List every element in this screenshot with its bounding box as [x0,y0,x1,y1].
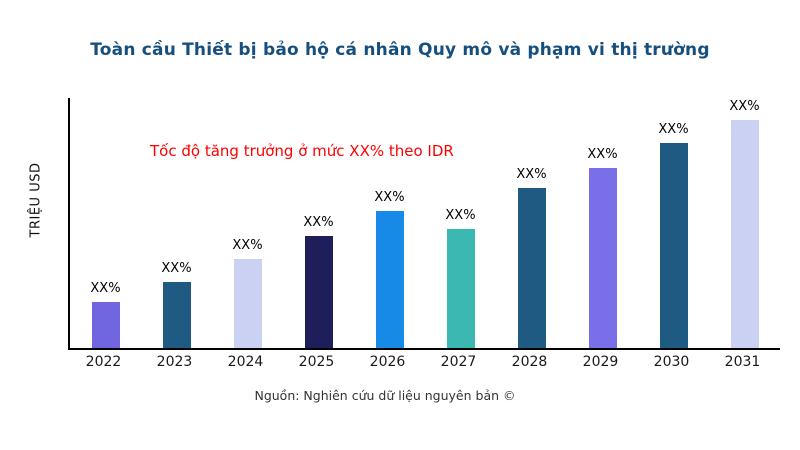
bar-2028 [517,188,546,348]
bar-2023 [162,281,191,348]
x-tick-2028: 2028 [511,354,548,370]
source-text: Nguồn: Nghiên cứu dữ liệu nguyên bản © [254,388,516,403]
bar-value-label: XX% [516,167,547,183]
bar-value-label: XX% [90,281,121,297]
bar-column-2022: XX% [70,98,141,348]
bar-value-label: XX% [303,215,334,231]
bar-value-label: XX% [729,99,760,114]
bar-column-2029: XX% [567,98,638,348]
bar-value-label: XX% [658,121,689,137]
x-tick-2031: 2031 [724,354,761,370]
bar-2024 [233,259,262,348]
plot-area: Tốc độ tăng trưởng ở mức XX% theo IDR XX… [68,98,780,350]
x-tick-2030: 2030 [653,354,690,370]
bar-column-2025: XX% [283,98,354,348]
bar-column-2023: XX% [141,98,212,348]
bars-container: XX% XX% XX% XX% XX% XX% XX% XX% XX% XX% [70,98,780,348]
growth-annotation: Tốc độ tăng trưởng ở mức XX% theo IDR [150,142,454,160]
bar-2031 [730,120,759,348]
bar-2027 [446,229,475,348]
x-tick-2022: 2022 [85,354,122,370]
bar-2029 [588,167,617,348]
bar-column-2031: XX% [709,98,780,348]
x-axis-labels: 2022 2023 2024 2025 2026 2027 2028 2029 2030 2031 [68,354,778,370]
bar-value-label: XX% [587,146,618,162]
x-tick-2023: 2023 [156,354,193,370]
bar-value-label: XX% [161,260,192,276]
bar-column-2028: XX% [496,98,567,348]
bar-2030 [659,142,688,348]
x-tick-2029: 2029 [582,354,619,370]
x-tick-2025: 2025 [298,354,335,370]
bar-value-label: XX% [374,190,405,206]
x-tick-2024: 2024 [227,354,264,370]
bar-column-2026: XX% [354,98,425,348]
x-tick-2026: 2026 [369,354,406,370]
bar-column-2027: XX% [425,98,496,348]
bar-2022 [91,302,120,348]
x-tick-2027: 2027 [440,354,477,370]
bar-column-2030: XX% [638,98,709,348]
chart-title: Toàn cầu Thiết bị bảo hộ cá nhân Quy mô … [90,40,710,60]
bar-value-label: XX% [232,238,263,254]
bar-column-2024: XX% [212,98,283,348]
bar-value-label: XX% [445,208,476,224]
bar-2025 [304,236,333,348]
y-axis-label: TRIỆU USD [28,162,44,238]
bar-2026 [375,211,404,348]
